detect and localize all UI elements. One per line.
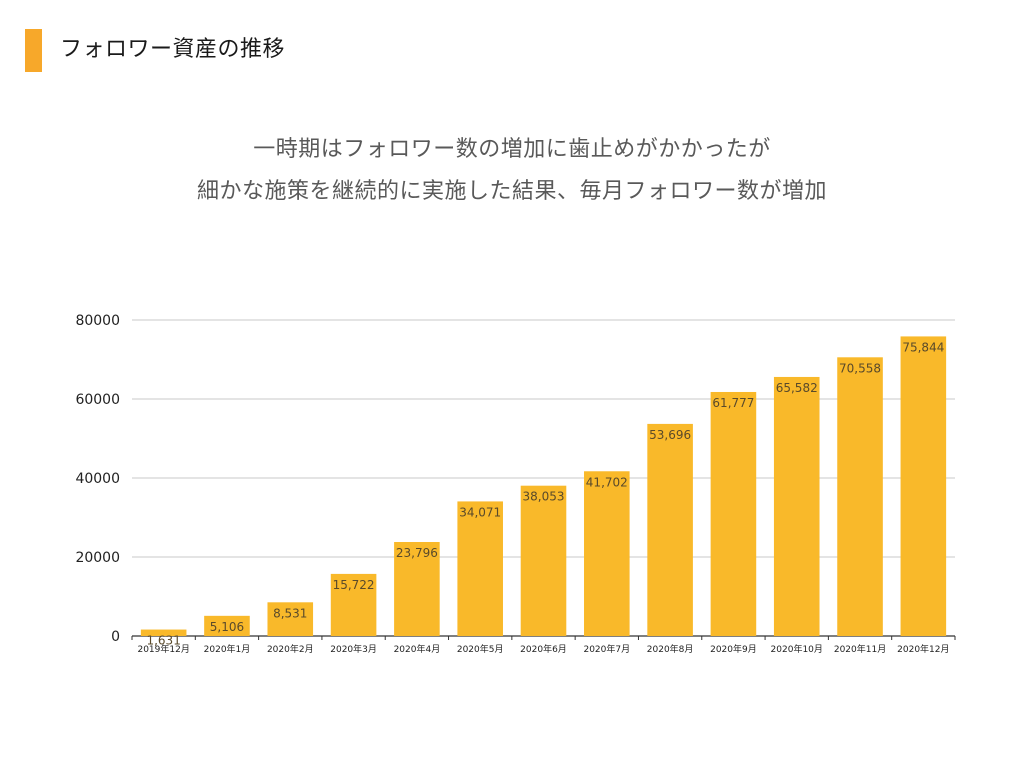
x-tick-label: 2020年4月 xyxy=(394,643,441,655)
bar-value-label: 23,796 xyxy=(396,546,438,560)
y-tick-label: 20000 xyxy=(75,550,120,566)
bar-value-label: 65,582 xyxy=(776,381,818,395)
x-tick-label: 2020年5月 xyxy=(457,643,504,655)
x-tick-label: 2020年2月 xyxy=(267,643,314,655)
bar xyxy=(773,376,820,636)
x-tick-label: 2020年11月 xyxy=(834,643,886,655)
bar-value-label: 34,071 xyxy=(459,505,501,519)
bar xyxy=(394,542,440,636)
bar xyxy=(267,602,314,636)
bar-value-label: 5,106 xyxy=(210,620,244,634)
bar xyxy=(837,357,883,636)
bar-value-label: 75,844 xyxy=(902,340,944,354)
bar xyxy=(330,573,377,636)
bar xyxy=(204,615,250,636)
bar-value-label: 15,722 xyxy=(333,578,375,592)
x-tick-label: 2020年7月 xyxy=(583,643,630,655)
y-tick-label: 60000 xyxy=(75,392,120,408)
x-tick-label: 2020年1月 xyxy=(204,643,251,655)
y-tick-label: 80000 xyxy=(75,313,120,329)
title-accent-bar xyxy=(25,29,42,72)
bar xyxy=(647,423,693,636)
bar xyxy=(900,336,947,636)
x-tick-label: 2020年12月 xyxy=(897,643,949,655)
bar xyxy=(520,485,567,636)
bar-value-label: 1,631 xyxy=(146,634,180,648)
bar-value-label: 41,702 xyxy=(586,475,628,489)
x-tick-label: 2020年9月 xyxy=(710,643,757,655)
bar xyxy=(140,629,187,636)
bar xyxy=(584,471,630,636)
slide-title: フォロワー資産の推移 xyxy=(60,37,286,62)
bar xyxy=(457,501,503,636)
y-tick-label: 0 xyxy=(111,629,120,645)
bar-value-label: 38,053 xyxy=(523,490,565,504)
bar-value-label: 53,696 xyxy=(649,428,691,442)
bar-value-label: 70,558 xyxy=(839,361,881,375)
bar-value-label: 61,777 xyxy=(712,396,754,410)
y-tick-label: 40000 xyxy=(75,471,120,487)
bar xyxy=(710,391,757,636)
subtitle-line-1: 一時期はフォロワー数の増加に歯止めがかかったが xyxy=(253,137,771,162)
x-tick-label: 2020年6月 xyxy=(520,643,567,655)
x-tick-label: 2020年8月 xyxy=(647,643,694,655)
x-tick-label: 2019年12月 xyxy=(137,643,189,655)
x-tick-label: 2020年3月 xyxy=(330,643,377,655)
bar-value-label: 8,531 xyxy=(273,606,307,620)
subtitle-line-2: 細かな施策を継続的に実施した結果、毎月フォロワー数が増加 xyxy=(196,179,827,204)
x-tick-label: 2020年10月 xyxy=(771,643,823,655)
